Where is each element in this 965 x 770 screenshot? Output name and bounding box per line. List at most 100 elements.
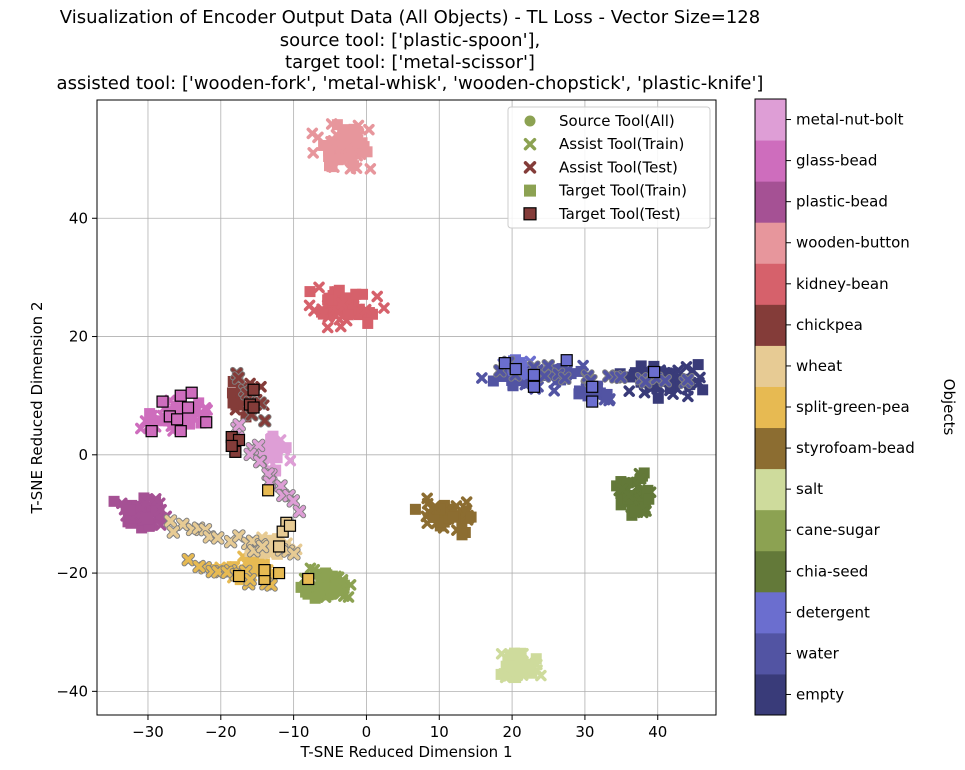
data-point-assist-test — [231, 371, 246, 385]
data-point-assist-test — [163, 514, 178, 528]
colorbar-frame — [754, 98, 787, 716]
x-tick-label: 20 — [503, 723, 522, 741]
data-point-target-train — [154, 415, 166, 427]
data-point-target-test — [247, 401, 260, 414]
data-point-target-train — [518, 664, 530, 676]
data-point-target-train — [616, 494, 628, 506]
colorbar-label: wheat — [796, 357, 842, 375]
data-point-target-train — [246, 565, 258, 577]
data-point-target-train — [331, 119, 343, 131]
data-point-assist-test — [258, 414, 272, 428]
colorbar-label: chia-seed — [796, 562, 868, 580]
colorbar-swatch — [755, 591, 786, 634]
colorbar-swatch — [755, 427, 786, 470]
data-point-assist-train — [378, 302, 390, 314]
data-point-target-train — [357, 288, 369, 300]
legend-box — [507, 106, 711, 229]
data-point-assist-train — [495, 648, 508, 660]
data-point-target-test — [171, 413, 184, 426]
data-point-assist-test — [232, 418, 246, 432]
x-tick-label: −10 — [278, 723, 310, 741]
colorbar-label: plastic-bead — [796, 193, 888, 211]
data-point-assist-train — [634, 473, 646, 485]
data-point-target-test — [586, 380, 599, 393]
data-point-target-train — [428, 509, 440, 521]
data-point-assist-train — [321, 321, 334, 334]
legend-marker-circle — [524, 115, 536, 127]
legend-label: Source Tool(All) — [559, 112, 675, 130]
colorbar-swatch — [755, 304, 786, 346]
data-point-target-test — [200, 416, 213, 429]
data-point-target-train — [226, 387, 238, 399]
data-point-assist-test — [245, 534, 260, 548]
data-point-assist-train — [682, 390, 694, 403]
data-point-assist-test — [181, 552, 196, 567]
data-point-target-train — [641, 486, 653, 498]
data-point-assist-train — [329, 576, 341, 588]
legend-marker-square-edged — [523, 207, 537, 221]
data-point-target-train — [193, 397, 205, 409]
colorbar-swatch — [755, 468, 786, 511]
data-point-target-train — [487, 375, 499, 387]
colorbar-swatch — [755, 386, 786, 429]
data-point-target-train — [637, 500, 649, 512]
data-point-target-train — [638, 467, 650, 479]
colorbar-label: styrofoam-bead — [796, 439, 915, 457]
data-point-assist-test — [658, 374, 672, 388]
colorbar-label: salt — [796, 480, 823, 498]
data-point-assist-train — [313, 281, 325, 294]
y-tick-label: 20 — [69, 328, 88, 346]
data-point-target-train — [509, 354, 521, 366]
data-point-assist-train — [306, 127, 319, 140]
chart-title-line-3: target tool: ['metal-scissor'] — [285, 52, 535, 73]
data-point-target-train — [361, 146, 373, 158]
data-point-target-train — [579, 388, 591, 400]
data-point-assist-train — [342, 591, 355, 603]
data-point-target-train — [155, 511, 167, 523]
data-point-assist-train — [331, 306, 344, 319]
data-point-target-train — [504, 649, 516, 661]
data-point-assist-test — [255, 539, 270, 554]
data-point-target-train — [136, 522, 148, 534]
data-point-target-test — [174, 389, 187, 402]
data-point-assist-train — [155, 503, 167, 516]
data-point-assist-test — [537, 369, 552, 383]
data-point-assist-train — [316, 580, 328, 592]
x-tick-label: 10 — [430, 723, 449, 741]
data-point-target-test — [283, 519, 297, 532]
data-point-assist-test — [558, 371, 572, 386]
x-tick-label: 40 — [648, 723, 667, 741]
data-point-assist-test — [166, 525, 181, 539]
data-point-assist-train — [316, 303, 328, 315]
data-point-target-train — [124, 504, 136, 516]
data-point-target-train — [198, 410, 210, 422]
data-point-target-train — [151, 505, 163, 517]
data-point-assist-train — [693, 377, 705, 389]
data-point-target-train — [328, 584, 340, 596]
data-point-target-train — [259, 547, 271, 559]
data-point-assist-train — [502, 670, 515, 682]
data-point-target-test — [232, 569, 246, 583]
chart-title-line-2: source tool: ['plastic-spoon'], — [279, 30, 541, 51]
data-point-target-test — [272, 566, 286, 580]
data-point-target-train — [142, 513, 154, 525]
data-point-target-train — [342, 309, 354, 321]
legend-label: Assist Tool(Test) — [559, 158, 678, 176]
data-point-target-train — [227, 397, 239, 409]
data-point-target-test — [647, 365, 661, 379]
colorbar-swatch — [755, 632, 786, 675]
data-point-target-train — [624, 371, 636, 383]
data-point-target-train — [324, 160, 336, 172]
legend-marker-x — [523, 161, 537, 174]
data-point-target-train — [280, 442, 292, 454]
data-point-assist-train — [577, 359, 589, 372]
data-point-target-train — [635, 360, 647, 372]
chart-title-line-1: Visualization of Encoder Output Data (Al… — [59, 7, 761, 28]
y-axis-label: T-SNE Reduced Dimension 2 — [28, 302, 46, 515]
data-point-assist-test — [243, 447, 257, 462]
data-point-target-test — [302, 572, 315, 586]
data-point-target-train — [183, 413, 195, 425]
colorbar-swatch — [755, 263, 786, 305]
data-point-target-train — [318, 139, 330, 151]
